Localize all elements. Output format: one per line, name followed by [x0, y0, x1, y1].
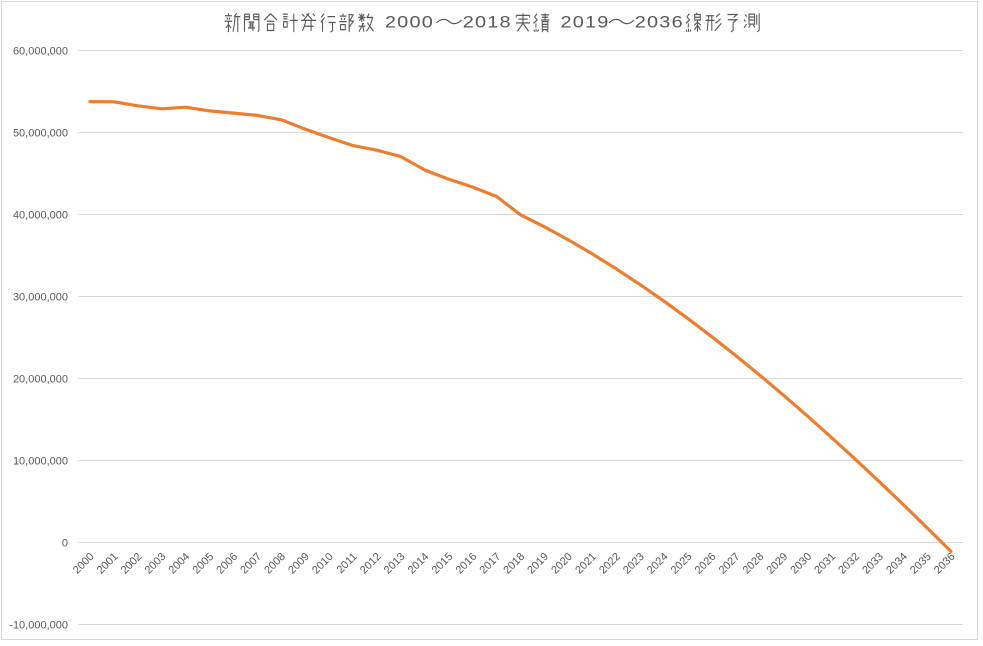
svg-text:2005: 2005 [191, 551, 217, 577]
svg-text:2029: 2029 [765, 551, 791, 577]
svg-text:40,000,000: 40,000,000 [13, 209, 68, 221]
svg-text:60,000,000: 60,000,000 [13, 45, 68, 57]
svg-text:2012: 2012 [358, 551, 384, 577]
svg-text:2004: 2004 [167, 551, 193, 577]
svg-text:2010: 2010 [310, 551, 336, 577]
svg-text:2017: 2017 [478, 551, 504, 577]
svg-text:50,000,000: 50,000,000 [13, 127, 68, 139]
svg-text:2015: 2015 [430, 551, 456, 577]
svg-text:2025: 2025 [669, 551, 695, 577]
svg-text:2003: 2003 [143, 551, 169, 577]
svg-text:2030: 2030 [788, 551, 814, 577]
svg-text:2007: 2007 [238, 551, 264, 577]
svg-text:2024: 2024 [645, 551, 671, 577]
svg-text:2020: 2020 [549, 551, 575, 577]
svg-text:2018: 2018 [501, 551, 527, 577]
svg-text:0: 0 [62, 537, 68, 549]
svg-text:2027: 2027 [717, 551, 743, 577]
svg-text:2008: 2008 [262, 551, 288, 577]
svg-text:2000: 2000 [385, 13, 434, 31]
svg-text:2000: 2000 [71, 551, 97, 577]
svg-text:2001: 2001 [95, 551, 121, 577]
svg-text:2006: 2006 [214, 551, 240, 577]
svg-text:2021: 2021 [573, 551, 599, 577]
svg-text:2034: 2034 [884, 551, 910, 577]
svg-text:2011: 2011 [335, 551, 360, 576]
svg-text:2026: 2026 [693, 551, 719, 577]
svg-text:-10,000,000: -10,000,000 [9, 619, 68, 631]
svg-text:2028: 2028 [741, 551, 767, 577]
svg-text:2036: 2036 [635, 13, 684, 31]
svg-text:2016: 2016 [454, 551, 480, 577]
svg-text:30,000,000: 30,000,000 [13, 291, 68, 303]
svg-text:2022: 2022 [597, 551, 623, 577]
svg-text:2018: 2018 [463, 13, 512, 31]
svg-text:10,000,000: 10,000,000 [13, 455, 68, 467]
svg-text:2013: 2013 [382, 551, 408, 577]
svg-text:2014: 2014 [406, 551, 432, 577]
svg-text:2031: 2031 [812, 551, 838, 577]
svg-text:2019: 2019 [560, 13, 609, 31]
svg-text:2032: 2032 [836, 551, 862, 577]
svg-text:2033: 2033 [860, 551, 886, 577]
svg-text:20,000,000: 20,000,000 [13, 373, 68, 385]
svg-text:2023: 2023 [621, 551, 647, 577]
svg-text:2036: 2036 [932, 551, 958, 577]
svg-text:2009: 2009 [286, 551, 312, 577]
svg-text:2002: 2002 [119, 551, 145, 577]
svg-text:2019: 2019 [525, 551, 551, 577]
svg-text:2035: 2035 [908, 551, 934, 577]
